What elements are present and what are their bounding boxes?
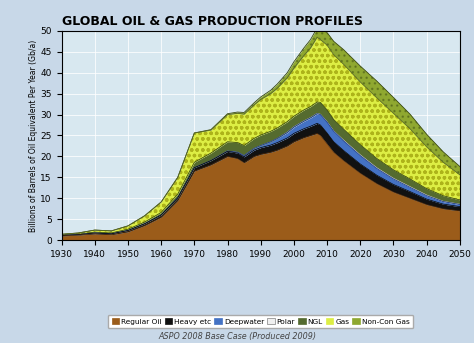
- Legend: Regular Oil, Heavy etc, Deepwater, Polar, NGL, Gas, Non-Con Gas: Regular Oil, Heavy etc, Deepwater, Polar…: [108, 315, 413, 329]
- Text: ASPO 2008 Base Case (Produced 2009): ASPO 2008 Base Case (Produced 2009): [158, 332, 316, 341]
- Y-axis label: Billions of Barrels of Oil Equivalent Per Year (Gb/a): Billions of Barrels of Oil Equivalent Pe…: [28, 39, 37, 232]
- Text: GLOBAL OIL & GAS PRODUCTION PROFILES: GLOBAL OIL & GAS PRODUCTION PROFILES: [62, 15, 363, 28]
